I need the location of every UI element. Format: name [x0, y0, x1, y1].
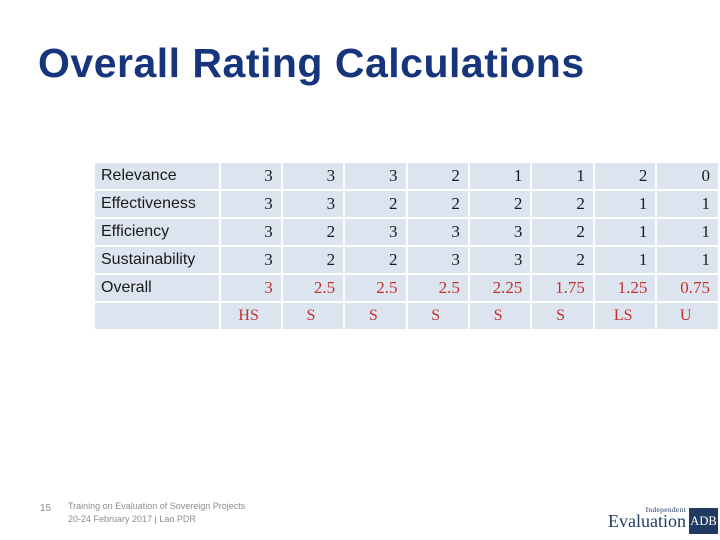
footer-line-2: 20-24 February 2017 | Lao PDR — [68, 513, 196, 524]
row-label-cell: Efficiency — [95, 219, 219, 245]
value-cell: 2 — [345, 247, 406, 273]
row-label-cell: Overall — [95, 275, 219, 301]
value-cell: 2 — [532, 247, 593, 273]
value-cell: S — [407, 303, 468, 329]
value-cell: 2 — [407, 163, 468, 189]
value-cell: 1 — [657, 191, 718, 217]
value-cell: 3 — [407, 219, 468, 245]
value-cell: 0.75 — [657, 275, 718, 301]
value-cell: 2 — [469, 191, 531, 217]
value-cell: 2 — [282, 247, 344, 273]
value-cell: 2.5 — [282, 275, 344, 301]
value-cell: 3 — [345, 163, 406, 189]
value-cell: 1.75 — [532, 275, 593, 301]
table-row-effectiveness: Effectiveness 3 3 2 2 2 2 1 1 — [95, 191, 718, 217]
value-cell: 3 — [220, 219, 281, 245]
value-cell: 1 — [594, 191, 656, 217]
value-cell: HS — [220, 303, 281, 329]
value-cell: 0 — [657, 163, 718, 189]
value-cell: 3 — [407, 247, 468, 273]
value-cell: 2 — [345, 191, 406, 217]
value-cell: 3 — [469, 219, 531, 245]
value-cell: 3 — [282, 191, 344, 217]
value-cell: 1.25 — [594, 275, 656, 301]
value-cell: 1 — [594, 247, 656, 273]
value-cell: 1 — [657, 219, 718, 245]
logo-evaluation-label: Evaluation — [608, 511, 686, 531]
value-cell: 1 — [469, 163, 531, 189]
value-cell: 3 — [220, 163, 281, 189]
value-cell: 2 — [594, 163, 656, 189]
value-cell: 2.5 — [407, 275, 468, 301]
row-label-cell: Sustainability — [95, 247, 219, 273]
value-cell: U — [657, 303, 718, 329]
ratings-table: Relevance 3 3 3 2 1 1 2 0 Effectiveness … — [93, 161, 720, 331]
value-cell: S — [282, 303, 344, 329]
value-cell: 2 — [407, 191, 468, 217]
value-cell: 1 — [532, 163, 593, 189]
value-cell: 3 — [345, 219, 406, 245]
value-cell: 3 — [220, 247, 281, 273]
page-title: Overall Rating Calculations — [38, 40, 585, 86]
logo-wordmark: Independent Evaluation — [608, 506, 686, 530]
value-cell: 3 — [220, 275, 281, 301]
logo-independent-label: Independent — [645, 505, 686, 514]
table-row-grades: HS S S S S S LS U — [95, 303, 718, 329]
table-row-sustainability: Sustainability 3 2 2 3 3 2 1 1 — [95, 247, 718, 273]
value-cell: S — [532, 303, 593, 329]
table-row-overall: Overall 3 2.5 2.5 2.5 2.25 1.75 1.25 0.7… — [95, 275, 718, 301]
footer-line-1: Training on Evaluation of Sovereign Proj… — [68, 501, 246, 511]
table-row-efficiency: Efficiency 3 2 3 3 3 2 1 1 — [95, 219, 718, 245]
value-cell: 2 — [532, 191, 593, 217]
value-cell: 1 — [594, 219, 656, 245]
value-cell: 2.5 — [345, 275, 406, 301]
row-label-cell: Relevance — [95, 163, 219, 189]
value-cell: 3 — [220, 191, 281, 217]
row-label-cell — [95, 303, 219, 329]
value-cell: 3 — [469, 247, 531, 273]
slide-footer: Training on Evaluation of Sovereign Proj… — [68, 500, 245, 525]
independent-evaluation-adb-logo: Independent Evaluation ADB — [608, 504, 719, 537]
value-cell: 2 — [532, 219, 593, 245]
row-label-cell: Effectiveness — [95, 191, 219, 217]
adb-badge: ADB — [689, 508, 718, 534]
value-cell: 2.25 — [469, 275, 531, 301]
value-cell: 3 — [282, 163, 344, 189]
value-cell: 1 — [657, 247, 718, 273]
slide-page-number: 15 — [40, 503, 52, 514]
value-cell: S — [345, 303, 406, 329]
value-cell: S — [469, 303, 531, 329]
value-cell: LS — [594, 303, 656, 329]
value-cell: 2 — [282, 219, 344, 245]
table-row-relevance: Relevance 3 3 3 2 1 1 2 0 — [95, 163, 718, 189]
